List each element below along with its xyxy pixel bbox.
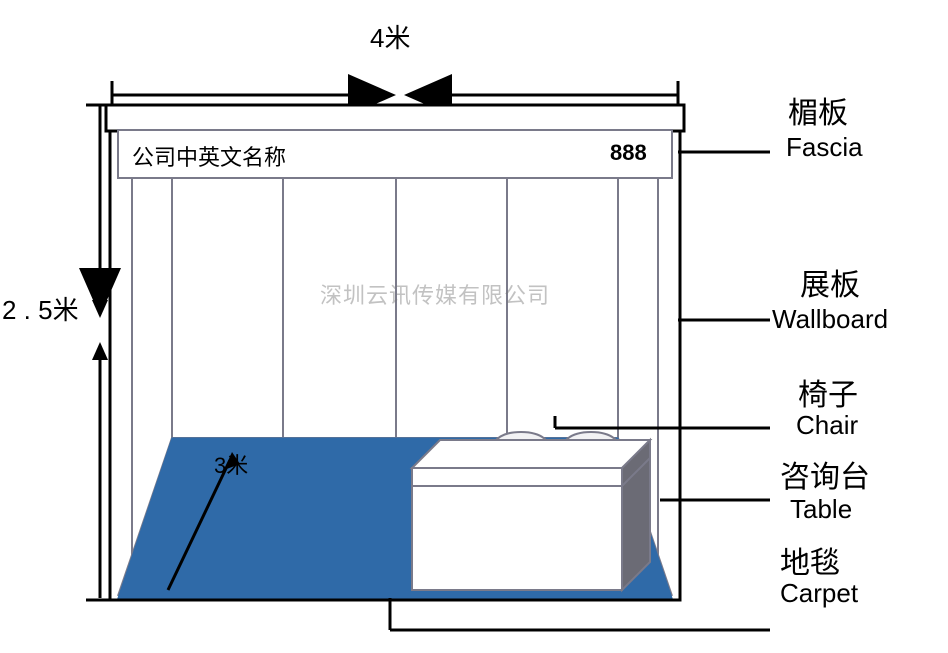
depth-dimension-label: 3米	[214, 448, 248, 480]
callout-wallboard-en: Wallboard	[772, 304, 888, 335]
height-dimension-label: 2 . 5米	[2, 290, 79, 327]
callout-table-cn: 咨询台	[780, 452, 870, 496]
fascia-booth-number: 888	[610, 140, 647, 166]
width-dimension-label: 4米	[370, 18, 410, 55]
fascia-company-name: 公司中英文名称	[132, 140, 286, 172]
callout-wallboard-cn: 展板	[800, 260, 860, 304]
callout-chair-cn: 椅子	[798, 370, 858, 414]
callout-carpet-cn: 地毯	[780, 538, 840, 582]
booth-diagram: 4米 2 . 5米 3米 公司中英文名称 888 深圳云讯传媒有限公司 楣板 F…	[0, 0, 948, 653]
callout-table-en: Table	[790, 494, 852, 525]
watermark-text: 深圳云讯传媒有限公司	[320, 278, 550, 310]
callout-fascia-cn: 楣板	[788, 88, 848, 132]
callout-chair-en: Chair	[796, 410, 858, 441]
callout-fascia-en: Fascia	[786, 132, 863, 163]
callout-carpet-en: Carpet	[780, 578, 858, 609]
